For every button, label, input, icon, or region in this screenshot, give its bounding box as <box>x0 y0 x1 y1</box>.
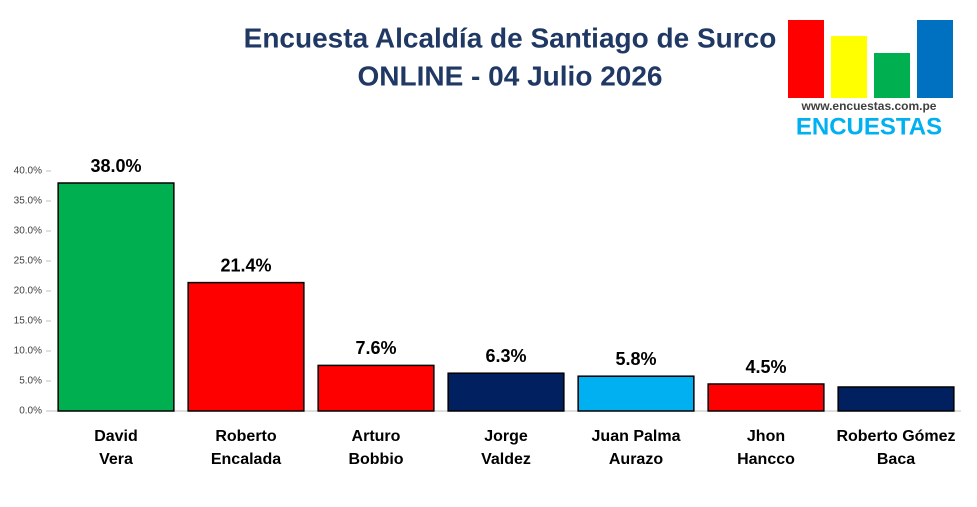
x-tick-label: Juan Palma Aurazo <box>592 428 681 468</box>
value-label: 7.6% <box>355 338 396 358</box>
x-tick-label: Jorge Valdez <box>481 428 531 468</box>
logo-block <box>874 53 910 98</box>
y-tick-label: 15.0% <box>14 316 42 327</box>
y-tick-label: 35.0% <box>14 196 42 207</box>
value-label: 38.0% <box>90 156 141 176</box>
x-tick-label: Arturo Bobbio <box>348 428 403 468</box>
logo-block <box>917 20 953 98</box>
x-tick-label: David Vera <box>94 428 138 468</box>
x-tick-label: Roberto Encalada <box>211 428 281 468</box>
logo-url: www.encuestas.com.pe <box>801 99 937 113</box>
y-tick-label: 20.0% <box>14 286 42 297</box>
logo-name: ENCUESTAS <box>796 113 942 140</box>
bar <box>837 386 955 412</box>
chart-title: Encuesta Alcaldía de Santiago de Surco <box>244 22 777 53</box>
y-tick-label: 40.0% <box>14 166 42 177</box>
x-tick-label: Roberto Gómez Baca <box>836 428 955 468</box>
logo-block <box>831 36 867 98</box>
bar <box>187 281 305 412</box>
y-tick-label: 10.0% <box>14 346 42 357</box>
chart-subtitle: ONLINE - 04 Julio 2026 <box>358 60 663 91</box>
value-label: 4.5% <box>745 357 786 377</box>
bar <box>57 182 175 412</box>
bar <box>707 383 825 412</box>
bar <box>447 372 565 412</box>
value-label: 21.4% <box>220 255 271 275</box>
x-tick-label: Jhon Hancco <box>737 428 795 468</box>
y-tick-label: 0.0% <box>19 406 42 417</box>
bar <box>317 364 435 412</box>
y-tick-label: 5.0% <box>19 376 42 387</box>
y-tick-label: 25.0% <box>14 256 42 267</box>
value-label: 5.8% <box>615 349 656 369</box>
logo: www.encuestas.com.pe ENCUESTAS <box>788 20 953 140</box>
value-label: 6.3% <box>485 346 526 366</box>
y-tick-label: 30.0% <box>14 226 42 237</box>
bar <box>577 375 695 412</box>
logo-block <box>788 20 824 98</box>
